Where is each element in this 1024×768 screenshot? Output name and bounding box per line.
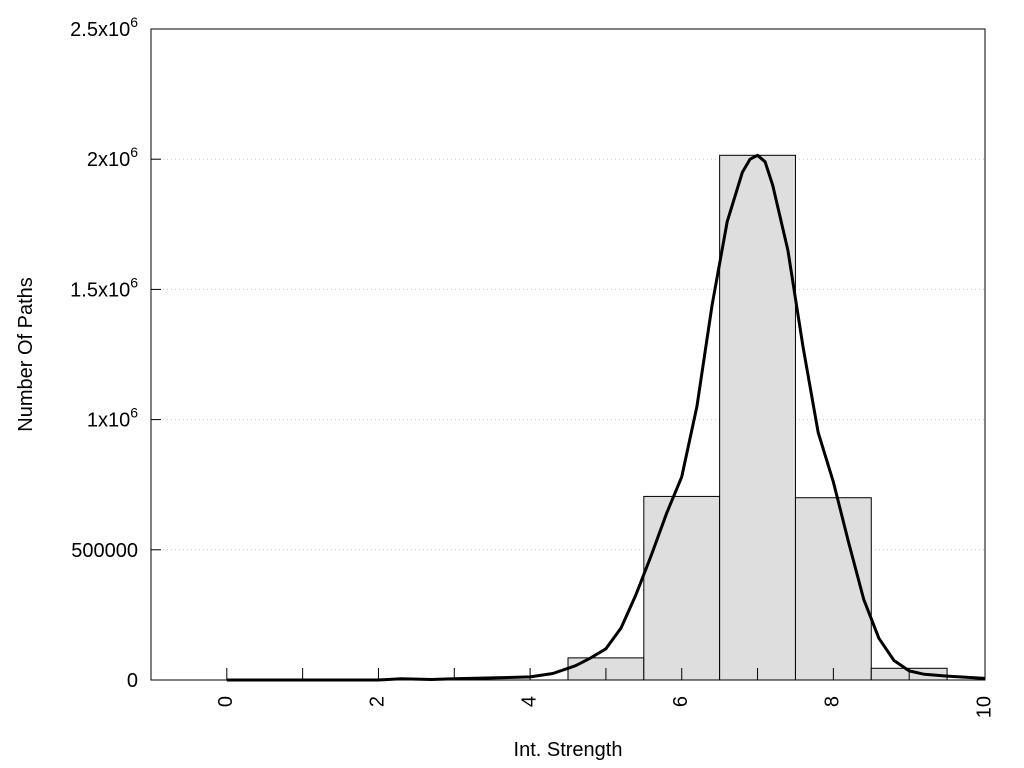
x-ticks: 0 2 4 6 8 10: [215, 668, 995, 718]
x-tick-label: 8: [822, 696, 844, 707]
y-tick-label: 500000: [71, 540, 138, 562]
histogram-bar: [719, 154, 796, 681]
fit-curve-line: [226, 153, 986, 682]
plot-frame: [150, 28, 986, 681]
y-tick-label: 0: [127, 670, 138, 692]
y-tick-label: 1x106: [87, 405, 138, 432]
histogram-bar: [643, 495, 721, 681]
bars: [567, 154, 948, 681]
y-tick-label: 2.5x106: [70, 14, 138, 41]
fit-curve: [226, 153, 986, 682]
x-tick-label: 0: [215, 696, 237, 707]
y-ticks: 0 500000 1x106 1.5x106 2x106 2.5x106: [70, 14, 161, 692]
y-tick-label: 1.5x106: [70, 274, 138, 301]
x-tick-label: 6: [670, 696, 692, 707]
histogram-bar: [794, 497, 872, 681]
x-tick-label: 2: [367, 696, 389, 707]
grid-lines: [151, 158, 985, 551]
x-tick-label: 10: [973, 696, 995, 718]
x-tick-label: 4: [518, 696, 540, 707]
y-axis-label: Number Of Paths: [15, 277, 37, 432]
x-axis-label: Int. Strength: [514, 739, 623, 761]
y-tick-label: 2x106: [87, 144, 138, 171]
